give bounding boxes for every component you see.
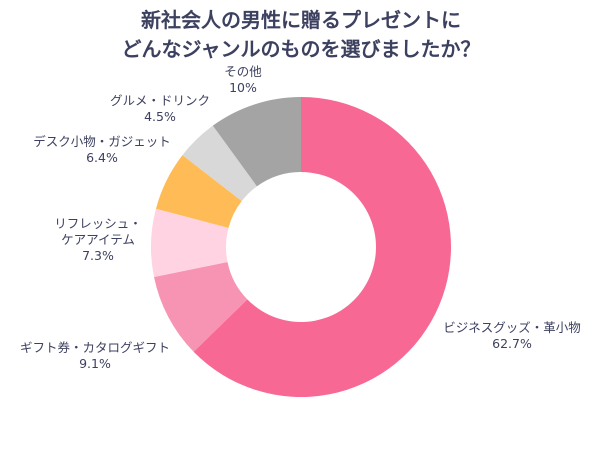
slice-category-label: デスク小物・ガジェット — [33, 134, 171, 149]
slice-category-label: ビジネスグッズ・革小物 — [443, 320, 581, 335]
slice-value-label: 9.1% — [79, 356, 111, 371]
slice-category-label: リフレッシュ・ — [54, 216, 142, 231]
donut-slice — [193, 97, 451, 398]
slice-value-label: 10% — [229, 80, 257, 95]
donut-slice — [212, 97, 301, 187]
chart-title-line-2: どんなジャンルのものを選びましたか？ — [121, 37, 481, 61]
donut-slice — [182, 125, 257, 202]
slice-category-label: ギフト券・カタログギフト — [20, 340, 170, 355]
slice-value-label: 4.5% — [144, 109, 176, 124]
donut-slice — [155, 155, 242, 228]
slice-category-label: その他 — [224, 64, 262, 79]
slice-category-label: ケアアイテム — [61, 232, 135, 247]
slice-value-label: 7.3% — [82, 248, 114, 263]
slice-value-label: 62.7% — [492, 336, 532, 351]
slice-category-label: グルメ・ドリンク — [110, 93, 210, 108]
donut-slice — [151, 208, 229, 277]
slice-value-label: 6.4% — [86, 150, 118, 165]
chart-title: 新社会人の男性に贈るプレゼントに どんなジャンルのものを選びましたか？ — [0, 6, 602, 64]
donut-slice — [154, 261, 248, 352]
chart-title-line-1: 新社会人の男性に贈るプレゼントに — [141, 8, 461, 32]
